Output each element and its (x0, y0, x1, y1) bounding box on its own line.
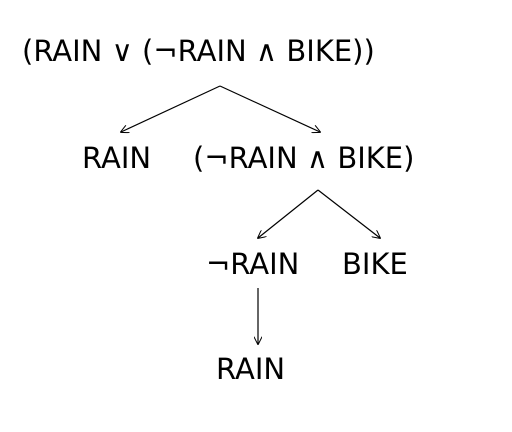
rain-node-left: RAIN (82, 141, 152, 175)
negated-rain-node: ¬RAIN (206, 247, 300, 281)
edge-conjunction-to-neg-rain (258, 189, 319, 238)
root-formula-node: (RAIN ∨ (¬RAIN ∧ BIKE)) (22, 34, 375, 68)
edge-root-to-conjunction (219, 85, 320, 132)
bike-node: BIKE (342, 247, 408, 281)
rain-node-bottom: RAIN (216, 352, 286, 386)
conjunction-node: (¬RAIN ∧ BIKE) (193, 141, 415, 175)
edge-conjunction-to-bike (317, 189, 380, 238)
edge-root-to-rain (121, 85, 221, 132)
